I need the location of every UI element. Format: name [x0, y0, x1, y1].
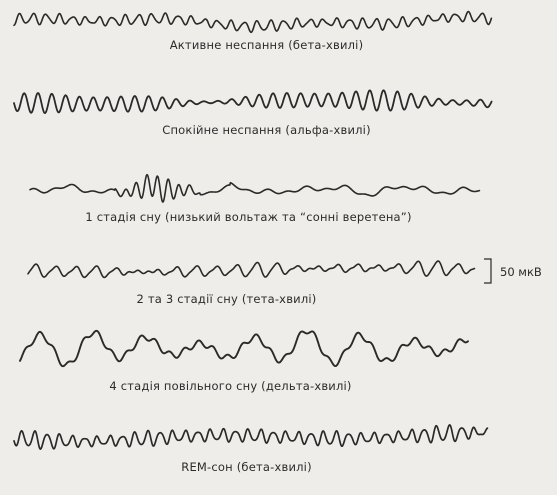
label-sleep-stage-4: 4 стадія повільного сну (дельта-хвилі): [109, 379, 352, 393]
scale-bar: [484, 258, 492, 284]
wave-sleep-stage-2-3: [27, 260, 476, 279]
label-sleep-stage-1: 1 стадія сну (низький вольтаж та “сонні …: [85, 210, 412, 224]
scale-bar-label: 50 мкВ: [500, 265, 542, 279]
wave-active-wakefulness: [13, 10, 493, 34]
label-rem-sleep: REM-сон (бета-хвилі): [181, 460, 312, 474]
wave-quiet-wakefulness: [13, 89, 493, 114]
wave-rem-sleep: [13, 424, 489, 450]
label-quiet-wakefulness: Спокійне неспання (альфа-хвилі): [162, 123, 371, 137]
label-active-wakefulness: Активне неспання (бета-хвилі): [169, 38, 364, 52]
label-sleep-stage-2-3: 2 та 3 стадії сну (тета-хвилі): [136, 292, 317, 306]
wave-sleep-stage-4: [19, 329, 469, 368]
wave-sleep-stage-1: [29, 173, 481, 203]
